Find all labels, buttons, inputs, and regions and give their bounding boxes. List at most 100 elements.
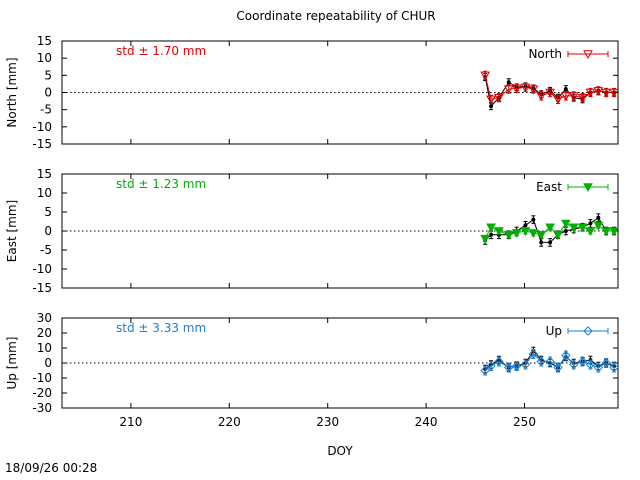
north-series-point [601, 88, 612, 98]
legend-label: Up [546, 324, 562, 338]
x-tick-label: 210 [119, 415, 142, 429]
east-series-point [577, 223, 588, 233]
north-series-point [528, 85, 539, 95]
up-series-point [561, 350, 571, 361]
panel-east: 15 10 5 0 -5 -10 -15 East [mm] std ± 1.23 mm East [5, 167, 619, 295]
y-axis-label: North [mm] [5, 57, 19, 127]
north-series-point [593, 87, 604, 96]
up-series-point [520, 359, 531, 370]
east-series-point [545, 223, 555, 233]
up-series-point [569, 359, 579, 370]
panel-north: 15 10 5 0 -5 -10 -15 North [mm] std ± 1.70 mm Nor… [5, 34, 619, 151]
chart-title: Coordinate repeatability of CHUR [236, 9, 435, 23]
up-series-point [577, 356, 588, 367]
legend-label: North [528, 47, 562, 61]
x-tick-label: 240 [415, 415, 438, 429]
east-series-point [528, 229, 539, 238]
std-label: std ± 1.23 mm [116, 177, 206, 191]
legend-marker [583, 50, 593, 60]
y-tick-label: 0 [44, 356, 52, 370]
y-tick-label: 5 [44, 68, 52, 82]
east-series-point [553, 231, 563, 240]
reference-point [531, 217, 536, 222]
y-tick-label: -15 [32, 281, 52, 295]
std-label: std ± 1.70 mm [116, 44, 206, 58]
x-axis-label: DOY [327, 444, 353, 458]
east-series-point [536, 231, 547, 240]
y-tick-label: 0 [44, 86, 52, 100]
east-series-point [503, 231, 514, 240]
panels: 15 10 5 0 -5 -10 -15 North [mm] std ± 1.70 mm Nor… [5, 34, 619, 458]
y-tick-label: 20 [37, 326, 52, 340]
up-series-point [601, 358, 611, 368]
legend-label: East [536, 180, 562, 194]
north-series-point [553, 95, 563, 105]
y-tick-label: 5 [44, 205, 52, 219]
north-series-point [480, 71, 491, 81]
y-tick-label: 10 [37, 341, 52, 355]
north-series-point [568, 92, 579, 101]
up-series-point [553, 362, 563, 373]
up-series-point [609, 362, 619, 373]
y-tick-label: -30 [32, 401, 52, 415]
north-series-point [585, 88, 596, 98]
reference-point [489, 104, 494, 109]
reference-point [548, 240, 553, 245]
north-series-point [560, 92, 571, 101]
y-axis-label: Up [mm] [5, 337, 19, 390]
y-tick-label: -5 [40, 243, 52, 257]
legend-marker [583, 326, 593, 336]
north-series-point [503, 85, 514, 95]
y-tick-label: -10 [32, 120, 52, 134]
y-tick-label: 0 [44, 224, 52, 238]
up-series-point [545, 356, 555, 367]
reference-point [523, 223, 528, 228]
up-series-point [593, 362, 604, 373]
y-tick-label: -5 [40, 103, 52, 117]
legend-marker [583, 183, 593, 193]
up-series-point [480, 365, 490, 376]
up-series-point [504, 362, 514, 373]
y-axis-label: East [mm] [5, 200, 19, 262]
x-tick-label: 250 [513, 415, 536, 429]
up-series-point [528, 349, 539, 359]
x-tick-label: 220 [218, 415, 241, 429]
up-series-point [486, 361, 496, 371]
north-series-point [536, 92, 547, 101]
east-series-point [480, 234, 491, 244]
reference-point [563, 87, 568, 92]
east-series-point [560, 219, 571, 229]
east-series-point [601, 227, 612, 237]
north-series-point [511, 84, 522, 94]
north-series-point [486, 95, 496, 105]
east-series-point [609, 227, 619, 237]
reference-point [489, 232, 494, 237]
y-tick-label: -20 [32, 386, 52, 400]
east-series-point [593, 221, 604, 231]
up-series-point [585, 359, 596, 370]
reference-point [563, 229, 568, 233]
std-label: std ± 3.33 mm [116, 321, 206, 335]
east-series-point [568, 223, 579, 233]
reference-point [588, 221, 593, 226]
x-tick-label: 230 [316, 415, 339, 429]
y-tick-label: 10 [37, 51, 52, 65]
up-series-point [511, 361, 522, 371]
y-tick-label: 10 [37, 186, 52, 200]
east-series-point [520, 227, 531, 237]
east-series-point [511, 229, 522, 238]
reference-point [539, 240, 544, 245]
y-tick-label: -15 [32, 137, 52, 151]
y-tick-label: -10 [32, 371, 52, 385]
y-tick-label: 15 [37, 34, 52, 48]
north-series-point [520, 83, 531, 93]
north-series-point [494, 93, 504, 103]
east-series-point [486, 223, 496, 233]
east-series-point [585, 227, 596, 237]
north-series-point [577, 93, 588, 103]
north-series-point [545, 88, 555, 98]
reference-point [596, 215, 601, 220]
y-tick-label: 30 [37, 311, 52, 325]
